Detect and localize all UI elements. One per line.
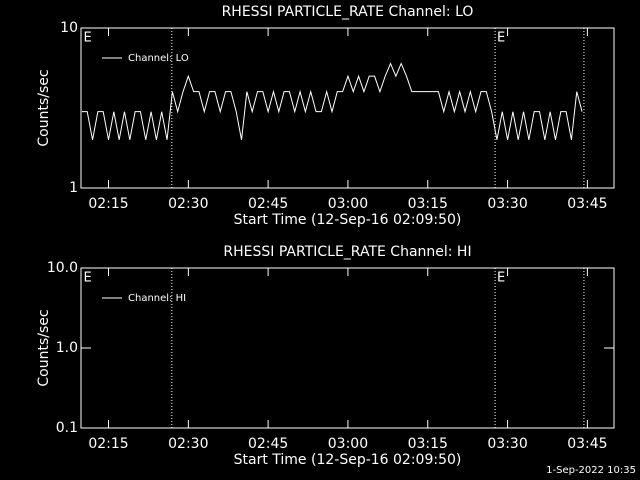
y-tick-label: 10.0	[47, 260, 78, 276]
y-tick-label: 1	[69, 180, 78, 196]
data-line	[81, 62, 583, 140]
y-axis-label: Counts/sec	[36, 309, 52, 386]
x-tick-label: 03:00	[328, 436, 368, 452]
x-tick-label: 03:15	[408, 196, 448, 212]
x-tick-label: 03:30	[487, 436, 527, 452]
x-tick-label: 03:00	[328, 196, 368, 212]
footer: 1-Sep-2022 10:35	[546, 465, 636, 476]
x-tick-label: 03:15	[408, 436, 448, 452]
y-tick-label: 10	[60, 20, 78, 36]
annotation: E	[84, 31, 92, 46]
y-tick-label: 1.0	[56, 340, 78, 356]
annotation: E	[497, 271, 505, 286]
x-tick-label: 02:15	[88, 196, 128, 212]
x-axis-label: Start Time (12-Sep-16 02:09:50)	[234, 452, 462, 468]
x-tick-label: 02:45	[248, 196, 288, 212]
annotation: E	[84, 271, 92, 286]
chart-title: RHESSI PARTICLE_RATE Channel: HI	[223, 244, 471, 260]
x-tick-label: 03:45	[567, 196, 607, 212]
y-tick-label: 0.1	[56, 420, 78, 436]
plot-frame	[80, 27, 615, 189]
annotation: E	[497, 31, 505, 46]
legend-label: Channel: HI	[128, 293, 186, 304]
x-axis-label: Start Time (12-Sep-16 02:09:50)	[234, 212, 462, 228]
x-tick-label: 03:30	[487, 196, 527, 212]
x-tick-label: 02:30	[168, 196, 208, 212]
x-tick-label: 03:45	[567, 436, 607, 452]
legend-label: Channel: LO	[128, 53, 189, 64]
plot-frame	[80, 267, 615, 429]
x-tick-label: 02:15	[88, 436, 128, 452]
chart-title: RHESSI PARTICLE_RATE Channel: LO	[222, 4, 474, 20]
x-tick-label: 02:30	[168, 436, 208, 452]
y-axis-label: Counts/sec	[36, 69, 52, 146]
x-tick-label: 02:45	[248, 436, 288, 452]
